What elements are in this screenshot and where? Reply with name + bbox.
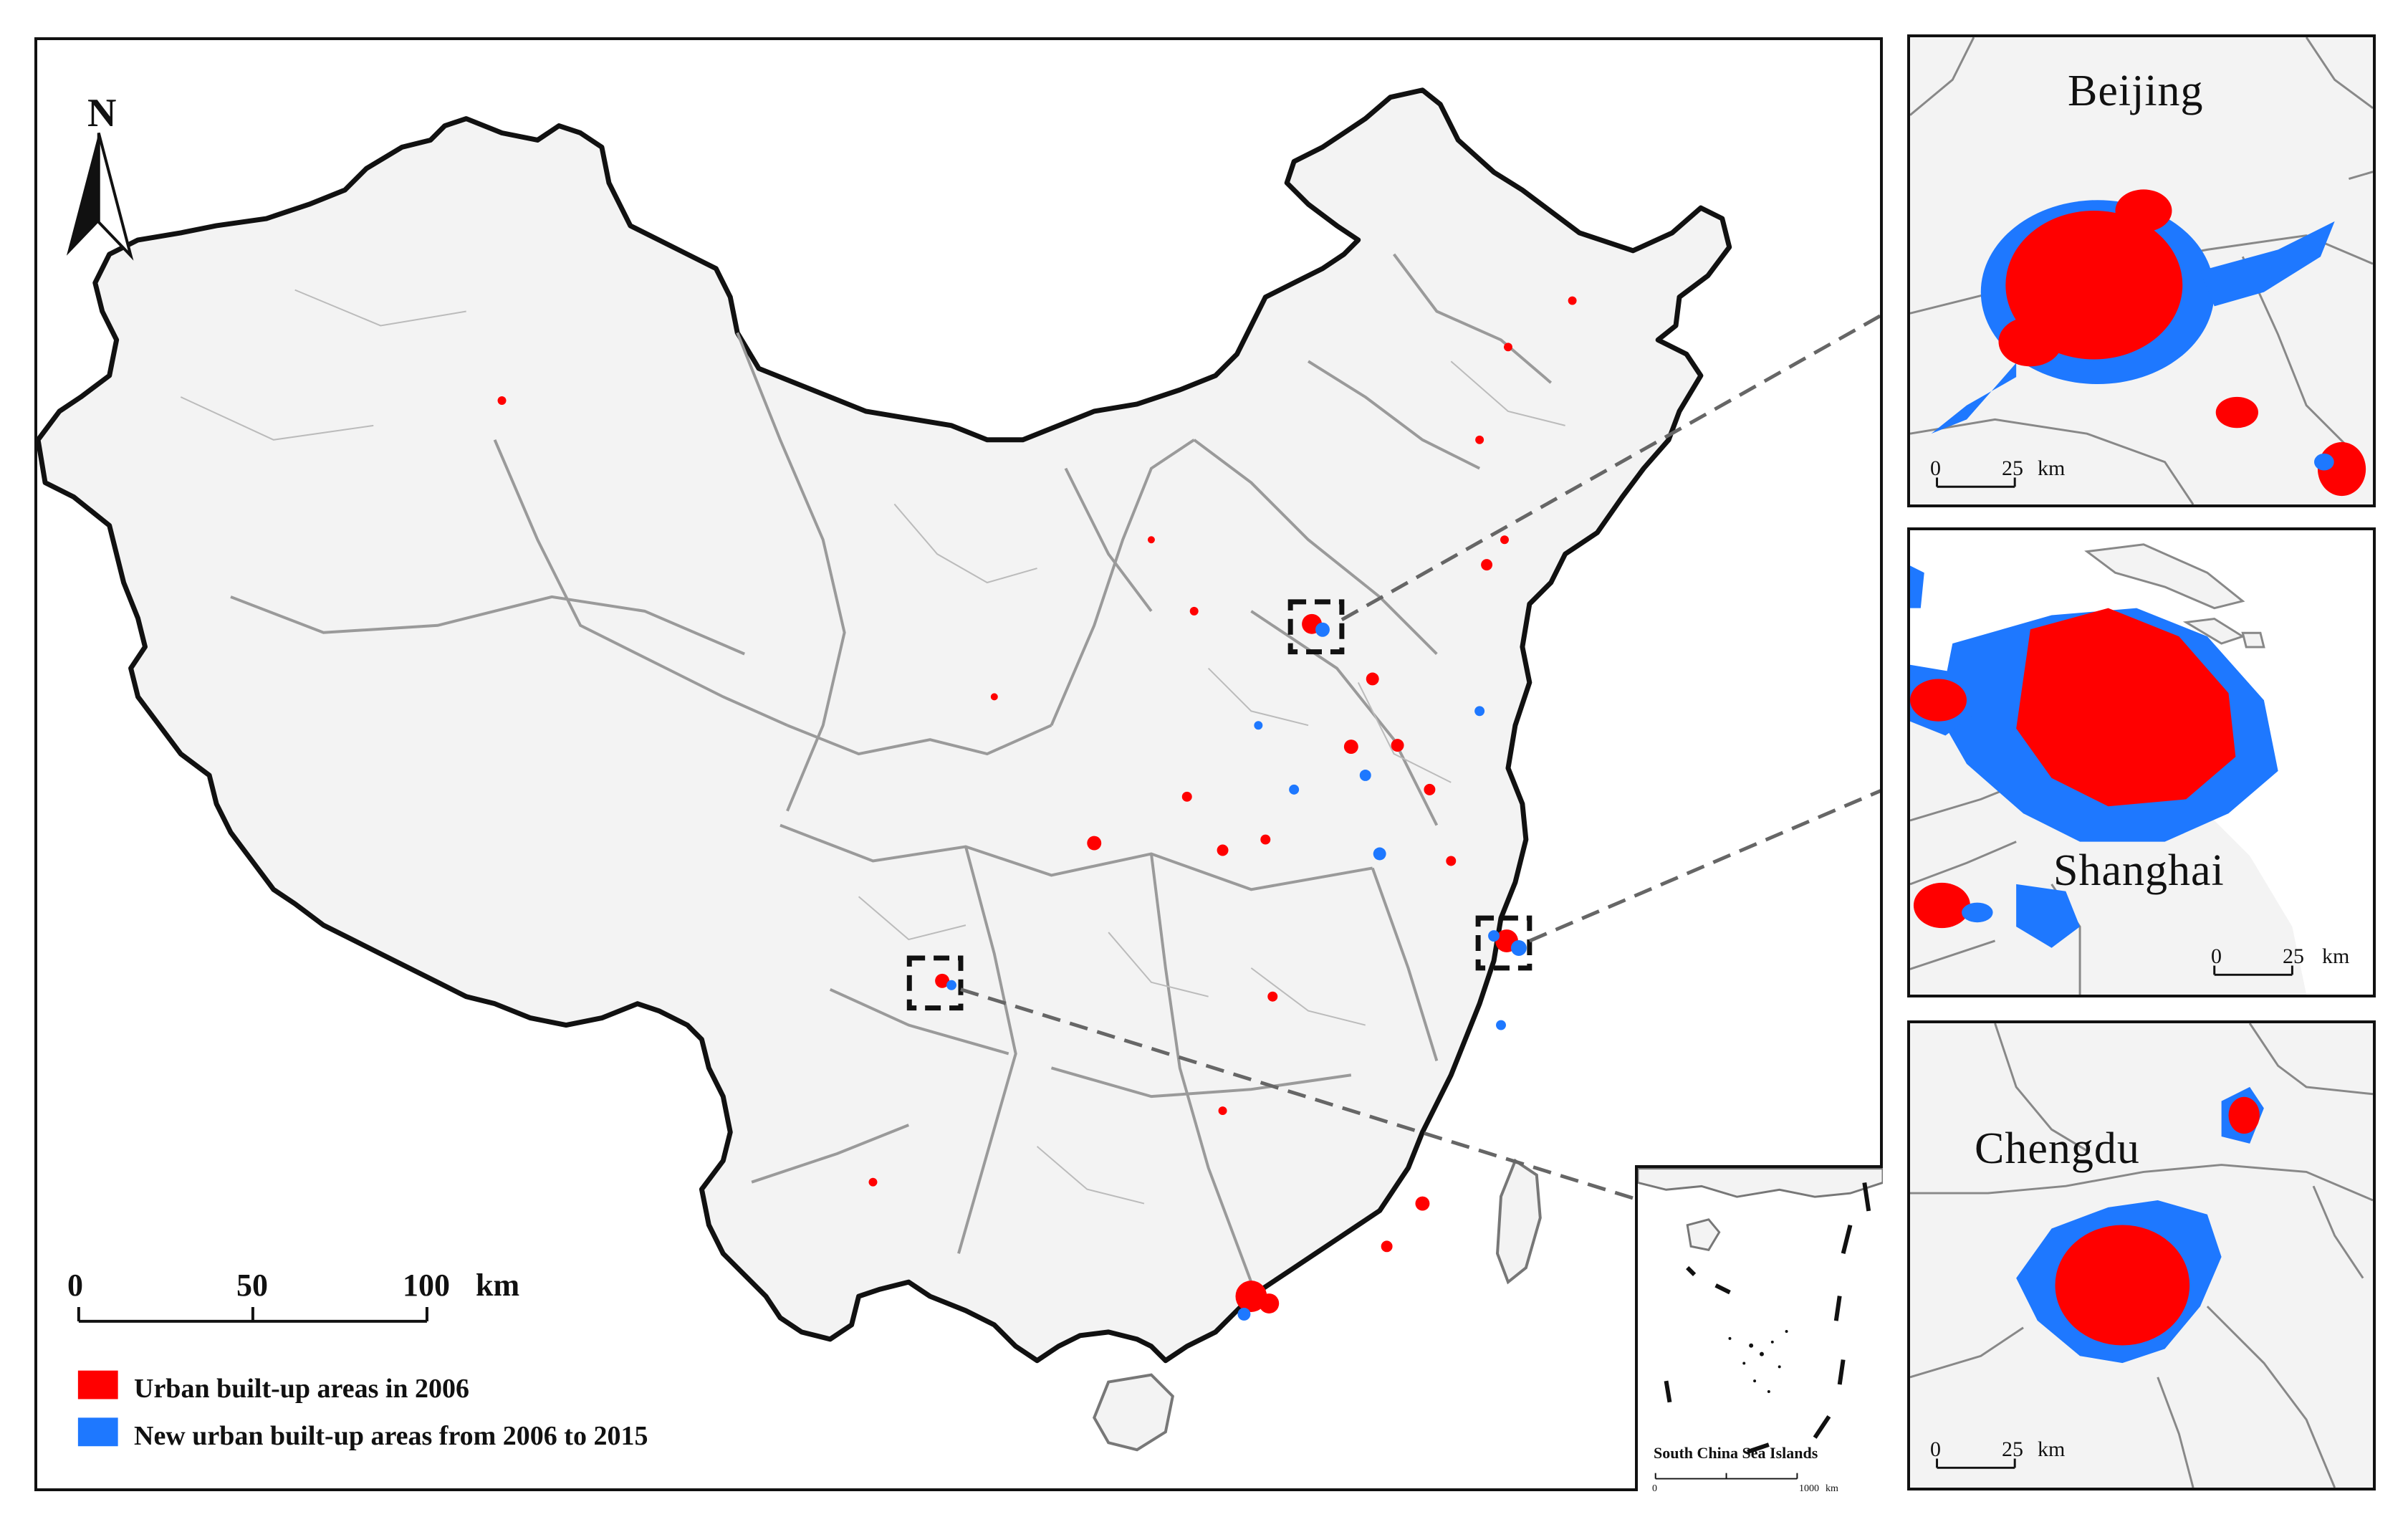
main-map-panel: N 0 50 100 km Urban built-up areas in 20… bbox=[34, 37, 1883, 1491]
scale-tick-100: 100 bbox=[403, 1268, 450, 1303]
chengdu-inset: Chengdu 0 25 km bbox=[1907, 1020, 2376, 1490]
highlight-boxes bbox=[906, 599, 1532, 1011]
beijing-scale-tick-25: 25 bbox=[2002, 456, 2023, 480]
scale-unit: km bbox=[476, 1268, 520, 1303]
south-china-sea-inset: South China Sea Islands 0 1000 km bbox=[1635, 1165, 1883, 1494]
islands bbox=[1728, 1329, 1788, 1393]
shanghai-urban-extent bbox=[1910, 565, 2278, 948]
shanghai-label: Shanghai bbox=[2053, 846, 2225, 895]
chengdu-map bbox=[1910, 1023, 2373, 1488]
beijing-scale-tick-0: 0 bbox=[1930, 456, 1941, 480]
shanghai-scale-tick-0: 0 bbox=[2211, 944, 2222, 968]
beijing-scale-unit: km bbox=[2038, 456, 2066, 480]
scale-tick-50: 50 bbox=[236, 1268, 268, 1303]
chengdu-scale-unit: km bbox=[2038, 1437, 2066, 1461]
shanghai-inset: Shanghai 0 25 km bbox=[1907, 527, 2376, 997]
beijing-scale-bar bbox=[1936, 477, 2016, 488]
chengdu-urban-extent bbox=[2016, 1086, 2264, 1364]
scale-bar-graphic bbox=[77, 1307, 428, 1323]
shanghai-scale-bar bbox=[2213, 965, 2293, 976]
nine-dash-line bbox=[1664, 1182, 1871, 1454]
sea-scale-tick-0: 0 bbox=[1652, 1483, 1657, 1494]
beijing-urban-extent bbox=[1931, 189, 2366, 497]
legend-swatch-new bbox=[77, 1417, 118, 1447]
sea-inset-title: South China Sea Islands bbox=[1654, 1444, 1818, 1462]
legend-label-new: New urban built-up areas from 2006 to 20… bbox=[134, 1421, 648, 1451]
sea-scale-bar bbox=[1654, 1473, 1798, 1480]
beijing-highlight-box bbox=[1287, 599, 1345, 655]
shanghai-scale-unit: km bbox=[2322, 944, 2350, 968]
province-boundaries bbox=[230, 253, 1553, 1283]
chengdu-highlight-box bbox=[906, 955, 964, 1011]
north-label: N bbox=[87, 91, 117, 135]
south-china-sea-map bbox=[1638, 1168, 1883, 1480]
beijing-label: Beijing bbox=[2068, 67, 2204, 115]
legend-swatch-2006 bbox=[77, 1370, 118, 1399]
shanghai-map bbox=[1910, 530, 2373, 995]
sea-scale-unit: km bbox=[1826, 1483, 1838, 1494]
urban-areas bbox=[497, 296, 1577, 1321]
chengdu-scale-tick-25: 25 bbox=[2002, 1437, 2023, 1461]
chengdu-scale-tick-0: 0 bbox=[1930, 1437, 1941, 1461]
beijing-map bbox=[1910, 37, 2373, 504]
taiwan-island bbox=[1496, 1158, 1542, 1285]
chengdu-label: Chengdu bbox=[1975, 1124, 2140, 1173]
hainan-island bbox=[1093, 1373, 1174, 1452]
beijing-inset: Beijing 0 25 km bbox=[1907, 34, 2376, 507]
sea-scale-tick-1000: 1000 bbox=[1799, 1483, 1819, 1494]
legend-label-2006: Urban built-up areas in 2006 bbox=[134, 1374, 470, 1404]
shanghai-scale-tick-25: 25 bbox=[2283, 944, 2304, 968]
chengdu-scale-bar bbox=[1936, 1458, 2016, 1469]
china-outline bbox=[37, 87, 1732, 1364]
north-arrow-icon bbox=[66, 132, 134, 261]
china-map bbox=[37, 87, 1880, 1452]
shanghai-highlight-box bbox=[1475, 915, 1532, 971]
leader-lines bbox=[960, 314, 1880, 1277]
scale-tick-0: 0 bbox=[67, 1268, 83, 1303]
county-boundaries bbox=[180, 289, 1565, 1205]
